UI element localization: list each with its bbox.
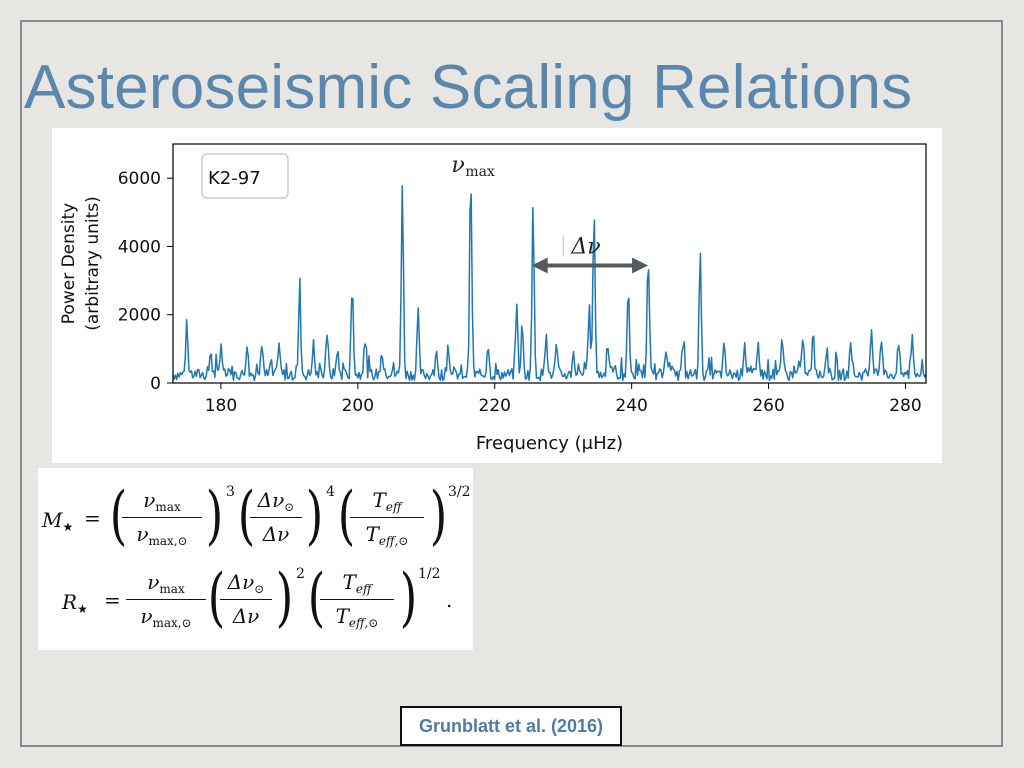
radius-period: . [446, 588, 453, 612]
y-tick-label: 0 [150, 374, 161, 394]
x-axis-label: Frequency (μHz) [476, 433, 623, 454]
x-tick-label: 200 [342, 396, 374, 416]
nu-max-subscript: max [465, 164, 495, 180]
radius-teff-fraction: Teff Teff,⊙ [320, 570, 394, 630]
radius-equation: R★ = νmax νmax,⊙ ( Δν⊙ Δν ) 2 ( Teff Tef… [62, 561, 453, 635]
power-spectrum-chart: 180 200 220 240 260 280 0 2000 4000 6000 Frequency… [59, 143, 927, 454]
mass-exponent-1: 3 [226, 484, 235, 500]
radius-equals: = [104, 588, 121, 612]
radius-numax-fraction: νmax νmax,⊙ [126, 570, 206, 630]
mass-equation: M★ = ( νmax νmax,⊙ ) 3 ( Δν⊙ Δν ) 4 ( Te… [42, 479, 471, 553]
radius-exponent-2: 2 [296, 566, 305, 582]
y-tick-label: 6000 [118, 169, 161, 189]
mass-teff-fraction: Teff Teff,⊙ [350, 488, 424, 548]
mass-numax-fraction: νmax νmax,⊙ [122, 488, 202, 548]
y-axis-label: Power Density [59, 203, 79, 324]
radius-deltanu-fraction: Δν⊙ Δν [220, 570, 272, 628]
radius-exponent-3: 1/2 [418, 566, 441, 582]
x-tick-label: 220 [479, 396, 511, 416]
scaling-relations-equations: M★ = ( νmax νmax,⊙ ) 3 ( Δν⊙ Δν ) 4 ( Te… [38, 468, 473, 650]
mass-deltanu-fraction: Δν⊙ Δν [250, 488, 302, 546]
y-tick-label: 2000 [118, 306, 161, 326]
delta-nu-arrowhead-left [531, 257, 548, 274]
y-axis-label-units: (arbitrary units) [83, 196, 103, 331]
slide-frame [20, 20, 1003, 747]
delta-nu-arrowhead-right [632, 257, 649, 274]
legend-label: K2-97 [208, 168, 261, 189]
x-tick-label: 240 [615, 396, 647, 416]
mass-equals: = [84, 506, 101, 530]
mass-lhs: M★ [42, 508, 74, 534]
nu-max-label: ν [451, 153, 464, 178]
x-tick-label: 260 [752, 396, 784, 416]
spectrum-line [172, 185, 927, 382]
mass-exponent-2: 4 [326, 484, 335, 500]
delta-nu-label: Δν [570, 235, 600, 260]
x-tick-label: 280 [889, 396, 921, 416]
x-tick-label: 180 [205, 396, 237, 416]
power-spectrum-figure: 180 200 220 240 260 280 0 2000 4000 6000 Frequency… [52, 128, 942, 463]
y-tick-label: 4000 [118, 237, 161, 257]
slide-title: Asteroseismic Scaling Relations [24, 53, 913, 122]
radius-lhs: R★ [62, 590, 88, 616]
citation-box: Grunblatt et al. (2016) [400, 706, 622, 746]
legend-box [201, 153, 289, 199]
plot-frame [172, 143, 927, 384]
mass-exponent-3: 3/2 [448, 484, 471, 500]
